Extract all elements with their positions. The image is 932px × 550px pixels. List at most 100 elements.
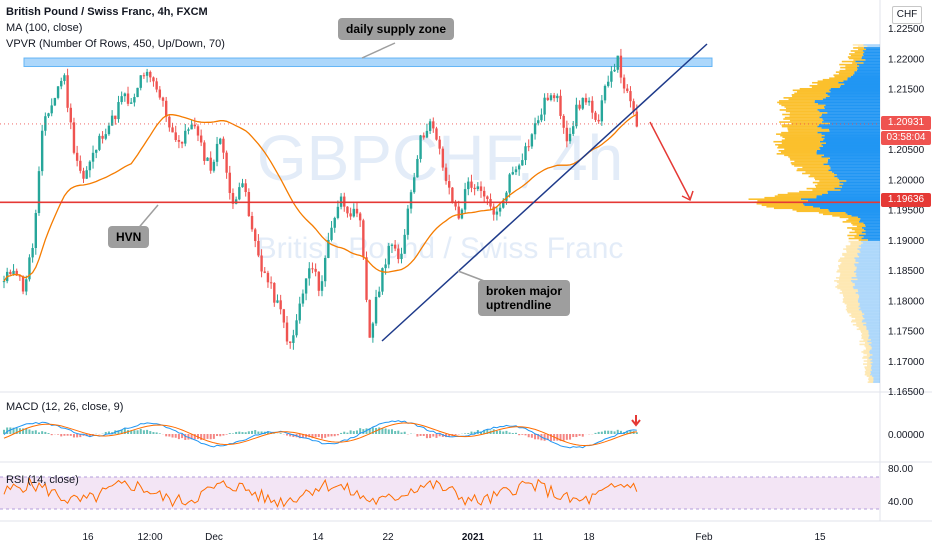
macd-histogram-bar xyxy=(155,432,158,434)
macd-histogram-bar xyxy=(171,434,174,438)
candle-body xyxy=(559,95,562,116)
candle-body xyxy=(238,187,241,200)
macd-histogram-bar xyxy=(387,429,390,434)
candle-body xyxy=(168,116,171,128)
macd-histogram-bar xyxy=(505,430,508,434)
candle-body xyxy=(282,309,286,323)
macd-histogram-bar xyxy=(435,434,438,438)
macd-histogram-bar xyxy=(565,434,568,440)
macd-histogram-bar xyxy=(511,432,514,434)
macd-histogram-bar xyxy=(464,433,467,434)
macd-histogram-bar xyxy=(502,431,505,434)
candle-body xyxy=(425,130,429,138)
signal-line xyxy=(3,422,637,446)
candle-body xyxy=(556,95,559,99)
candle-body xyxy=(82,170,85,179)
macd-histogram-bar xyxy=(604,430,607,434)
candle-body xyxy=(44,116,47,131)
candle-body xyxy=(403,234,406,254)
macd-histogram-bar xyxy=(212,434,215,439)
candle-body xyxy=(133,97,136,103)
candle-body xyxy=(215,143,219,162)
macd-histogram-bar xyxy=(597,431,600,434)
macd-histogram-bar xyxy=(327,434,330,437)
candle-body xyxy=(607,81,610,86)
macd-histogram-bar xyxy=(88,434,91,437)
candle-body xyxy=(470,181,473,188)
macd-histogram-bar xyxy=(152,432,155,434)
candle-body xyxy=(2,281,6,283)
candle-body xyxy=(12,270,15,275)
candle-body xyxy=(174,132,177,141)
candle-body xyxy=(219,138,222,144)
macd-line xyxy=(3,420,637,449)
candle-body xyxy=(180,141,184,144)
macd-histogram-bar xyxy=(365,428,368,434)
macd-histogram-bar xyxy=(298,434,301,439)
macd-histogram-bar xyxy=(60,434,63,437)
candle-body xyxy=(273,282,276,303)
macd-histogram-bar xyxy=(130,430,133,434)
macd-histogram-bar xyxy=(266,431,269,434)
candle-body xyxy=(419,135,422,159)
macd-histogram-bar xyxy=(193,434,196,440)
candle-body xyxy=(190,124,193,130)
countdown-tag: 03:58:04 xyxy=(881,131,931,145)
candle-body xyxy=(231,192,235,204)
ma-line xyxy=(3,113,638,282)
candle-body xyxy=(486,196,489,199)
macd-histogram-bar xyxy=(546,434,549,441)
macd-histogram-bar xyxy=(572,434,575,438)
macd-histogram-bar xyxy=(543,434,546,441)
supply-zone-callout: daily supply zone xyxy=(338,18,455,40)
macd-histogram-bar xyxy=(314,434,317,438)
macd-histogram-bar xyxy=(123,428,126,434)
supply-callout-pointer xyxy=(361,42,396,59)
macd-histogram-bar xyxy=(336,434,339,436)
macd-histogram-bar xyxy=(432,434,435,437)
macd-down-arrow xyxy=(631,415,641,427)
candle-body xyxy=(622,77,626,89)
candle-body xyxy=(546,97,549,100)
currency-button[interactable]: CHF xyxy=(892,6,922,24)
macd-histogram-bar xyxy=(146,429,149,434)
candle-body xyxy=(381,268,384,292)
macd-histogram-bar xyxy=(499,430,502,434)
candle-body xyxy=(384,264,387,269)
macd-histogram-bar xyxy=(279,433,282,434)
candle-body xyxy=(330,227,333,240)
macd-histogram-bar xyxy=(527,434,530,438)
macd-histogram-bar xyxy=(206,434,209,439)
macd-histogram-bar xyxy=(349,430,352,434)
ma-legend: MA (100, close) xyxy=(6,22,83,34)
candle-body xyxy=(578,104,581,109)
price-tick-label: 1.22500 xyxy=(888,24,925,35)
macd-histogram-bar xyxy=(616,429,619,434)
macd-histogram-bar xyxy=(37,432,40,434)
macd-histogram-bar xyxy=(514,432,517,434)
macd-histogram-bar xyxy=(384,428,387,434)
macd-histogram-bar xyxy=(133,430,136,434)
macd-histogram-bar xyxy=(136,430,139,434)
candle-body xyxy=(69,107,72,123)
candle-body xyxy=(289,341,292,343)
candle-body xyxy=(34,213,37,249)
candle-body xyxy=(241,183,244,188)
macd-histogram-bar xyxy=(454,434,457,435)
macd-histogram-bar xyxy=(575,434,578,438)
candle-body xyxy=(517,165,521,170)
macd-histogram-bar xyxy=(142,430,145,434)
candle-body xyxy=(336,206,340,218)
candle-body xyxy=(527,146,530,148)
candle-body xyxy=(149,71,152,78)
macd-histogram-bar xyxy=(57,434,60,435)
time-tick-label: 12:00 xyxy=(137,532,162,543)
rsi-legend: RSI (14, close) xyxy=(6,474,79,486)
macd-histogram-bar xyxy=(324,434,327,438)
macd-histogram-bar xyxy=(117,430,120,434)
macd-histogram-bar xyxy=(425,434,428,439)
macd-histogram-bar xyxy=(66,434,69,436)
candle-body xyxy=(308,268,311,279)
candle-body xyxy=(91,152,95,162)
